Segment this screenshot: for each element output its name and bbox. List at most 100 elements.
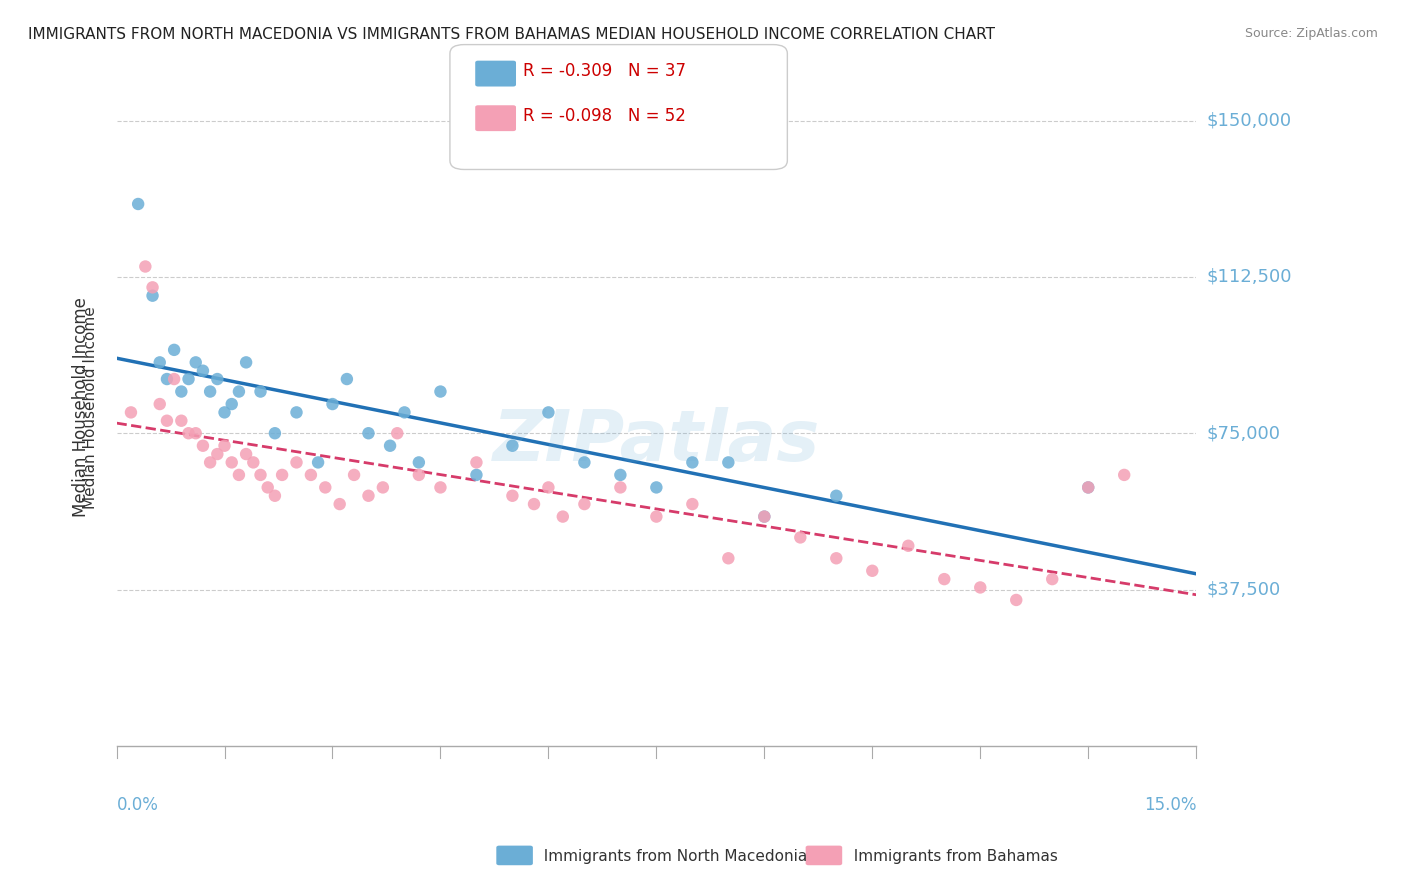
Point [285,455,308,469]
Point [285,405,308,419]
Point [221,397,243,411]
Text: Immigrants from Bahamas: Immigrants from Bahamas [844,849,1057,863]
Text: $112,500: $112,500 [1206,268,1292,286]
Point [1040,572,1063,586]
Point [214,439,236,453]
Point [1005,593,1028,607]
Text: $150,000: $150,000 [1206,112,1292,129]
Point [681,497,703,511]
Point [198,384,221,399]
Point [681,455,703,469]
Point [235,355,257,369]
Y-axis label: Median Household Income: Median Household Income [83,306,98,508]
Point [934,572,956,586]
Text: ZIPatlas: ZIPatlas [492,407,820,475]
Point [271,467,294,482]
Point [1077,480,1099,494]
Point [207,447,229,461]
Point [408,455,430,469]
Point [969,581,991,595]
Point [249,384,271,399]
Point [163,343,186,357]
Text: R = -0.309   N = 37: R = -0.309 N = 37 [523,62,686,80]
Point [264,426,287,441]
Point [191,364,214,378]
Point [408,467,430,482]
Point [120,405,142,419]
Point [336,372,359,386]
Point [235,447,257,461]
Point [249,467,271,482]
Point [429,384,451,399]
Point [307,455,329,469]
Point [825,551,848,566]
Text: 0.0%: 0.0% [117,796,159,814]
Point [163,372,186,386]
Text: Immigrants from North Macedonia: Immigrants from North Macedonia [534,849,807,863]
Point [897,539,920,553]
Point [609,467,631,482]
Point [523,497,546,511]
Point [314,480,336,494]
Text: R = -0.098   N = 52: R = -0.098 N = 52 [523,107,686,125]
Text: $75,000: $75,000 [1206,425,1281,442]
Point [321,397,343,411]
Point [242,455,264,469]
Point [537,405,560,419]
Point [149,397,172,411]
Point [198,455,221,469]
Point [141,280,163,294]
Point [329,497,352,511]
Point [156,372,179,386]
Point [357,489,380,503]
Point [170,414,193,428]
Point [429,480,451,494]
Point [149,355,172,369]
Point [228,467,250,482]
Text: 15.0%: 15.0% [1143,796,1197,814]
Point [574,455,596,469]
Point [256,480,278,494]
Point [754,509,776,524]
Point [299,467,322,482]
Point [177,372,200,386]
Point [825,489,848,503]
Point [537,480,560,494]
Point [717,455,740,469]
Text: $37,500: $37,500 [1206,581,1281,599]
Point [1114,467,1136,482]
Point [609,480,631,494]
Point [501,439,523,453]
Point [387,426,409,441]
Point [501,489,523,503]
Point [645,509,668,524]
Point [184,426,207,441]
Point [141,288,163,302]
Point [574,497,596,511]
Point [228,384,250,399]
Point [184,355,207,369]
Point [394,405,416,419]
Point [343,467,366,482]
Text: Source: ZipAtlas.com: Source: ZipAtlas.com [1244,27,1378,40]
Point [177,426,200,441]
Point [378,439,401,453]
Point [645,480,668,494]
Point [207,372,229,386]
Point [156,414,179,428]
Point [127,197,149,211]
Point [134,260,156,274]
Point [860,564,883,578]
Point [191,439,214,453]
Point [214,405,236,419]
Point [371,480,394,494]
Point [551,509,574,524]
Point [465,455,488,469]
Point [717,551,740,566]
Text: IMMIGRANTS FROM NORTH MACEDONIA VS IMMIGRANTS FROM BAHAMAS MEDIAN HOUSEHOLD INCO: IMMIGRANTS FROM NORTH MACEDONIA VS IMMIG… [28,27,995,42]
Point [221,455,243,469]
Point [789,531,811,545]
Text: Median Household Income: Median Household Income [72,297,90,517]
Point [357,426,380,441]
Point [264,489,287,503]
